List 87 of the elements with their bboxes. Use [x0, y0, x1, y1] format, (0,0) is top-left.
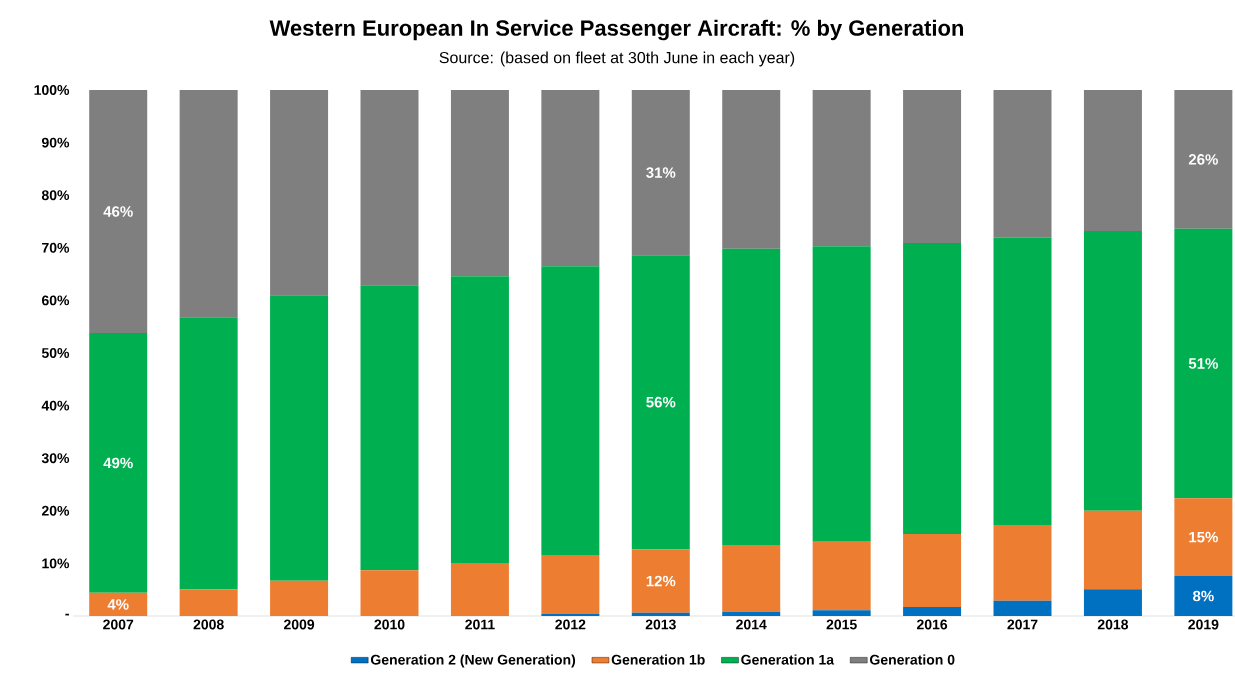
bar	[903, 533, 962, 608]
bar	[1174, 228, 1233, 499]
x-tick-label: 2015	[826, 619, 857, 630]
bar	[1083, 510, 1142, 590]
bar	[360, 285, 419, 571]
bar	[360, 89, 419, 286]
x-tick-label: 2019	[1188, 619, 1219, 630]
bar	[722, 89, 781, 249]
bar	[903, 243, 962, 534]
bar	[631, 549, 690, 613]
x-tick-label: 2011	[465, 619, 495, 630]
y-tick-label: 80%	[41, 190, 70, 201]
bar	[541, 89, 600, 267]
bar	[903, 607, 962, 616]
bar	[450, 562, 509, 616]
legend-label: Generation 0	[870, 654, 955, 665]
x-tick-label: 2012	[555, 619, 586, 630]
x-tick-label: 2010	[374, 619, 405, 630]
bar	[270, 89, 329, 296]
bar	[812, 541, 871, 611]
data-label: 31%	[646, 167, 676, 178]
bar	[903, 89, 962, 244]
y-tick-label: 90%	[41, 137, 70, 148]
y-tick-label: 30%	[41, 453, 70, 464]
bar	[812, 246, 871, 542]
x-tick-label: 2008	[193, 619, 224, 630]
y-tick-label: 10%	[42, 558, 70, 569]
x-tick-label: 2014	[736, 619, 767, 630]
y-tick-label: 60%	[41, 295, 70, 306]
bar	[179, 589, 238, 616]
x-tick-label: 2017	[1007, 619, 1038, 630]
bar	[722, 248, 781, 545]
data-label: 12%	[646, 575, 676, 587]
bar	[270, 580, 329, 616]
x-tick-label: 2018	[1097, 619, 1129, 630]
bar	[270, 295, 329, 581]
y-tick-label: 100%	[34, 85, 70, 95]
bar	[541, 554, 600, 614]
x-tick-label: 2013	[645, 619, 676, 630]
data-label: 26%	[1188, 154, 1218, 165]
bar	[541, 266, 600, 555]
y-tick-label: 40%	[41, 400, 70, 411]
chart-subtitle: Source: (based on fleet at 30th June in each year)	[439, 51, 795, 67]
data-label: 46%	[103, 206, 133, 217]
data-label: 51%	[1188, 358, 1218, 369]
bar	[993, 600, 1052, 616]
bar	[631, 612, 690, 616]
bar	[993, 525, 1052, 601]
data-label: 56%	[646, 396, 676, 408]
x-tick-label: 2007	[103, 619, 134, 630]
bar	[722, 611, 781, 616]
y-tick-label: 70%	[42, 242, 70, 253]
legend-label: Generation 2 (New Generation)	[370, 654, 576, 668]
bar	[89, 333, 148, 593]
bar	[360, 570, 419, 616]
chart-title: Western European In Service Passenger Aircraft: % by Generation	[269, 19, 964, 41]
bar	[89, 89, 148, 334]
bar	[812, 89, 871, 247]
bar	[450, 276, 509, 563]
bar	[1083, 230, 1142, 511]
bar	[450, 89, 509, 277]
bar	[179, 317, 238, 590]
bar	[993, 237, 1052, 525]
bar	[1174, 89, 1233, 229]
y-tick-label: 50%	[41, 348, 70, 358]
legend-label: Generation 1b	[611, 654, 705, 665]
bar	[631, 89, 690, 256]
legend-label: Generation 1a	[741, 654, 835, 665]
x-tick-label: 2016	[916, 619, 948, 630]
x-tick-label: 2009	[283, 619, 315, 630]
bar	[812, 610, 871, 616]
bar	[722, 544, 781, 612]
data-label: 15%	[1189, 531, 1218, 543]
bar	[89, 592, 148, 616]
data-label: 4%	[107, 599, 129, 610]
y-tick-label: -	[65, 613, 69, 616]
data-label: 49%	[103, 457, 133, 469]
data-label: 8%	[1192, 590, 1214, 602]
bar	[541, 613, 600, 616]
y-tick-label: 20%	[41, 505, 70, 516]
bar	[993, 89, 1052, 238]
bar	[631, 255, 690, 550]
bar	[1174, 576, 1233, 616]
bar	[179, 89, 238, 318]
bar	[1083, 589, 1142, 616]
bar	[1083, 89, 1142, 231]
bar	[1174, 498, 1233, 577]
